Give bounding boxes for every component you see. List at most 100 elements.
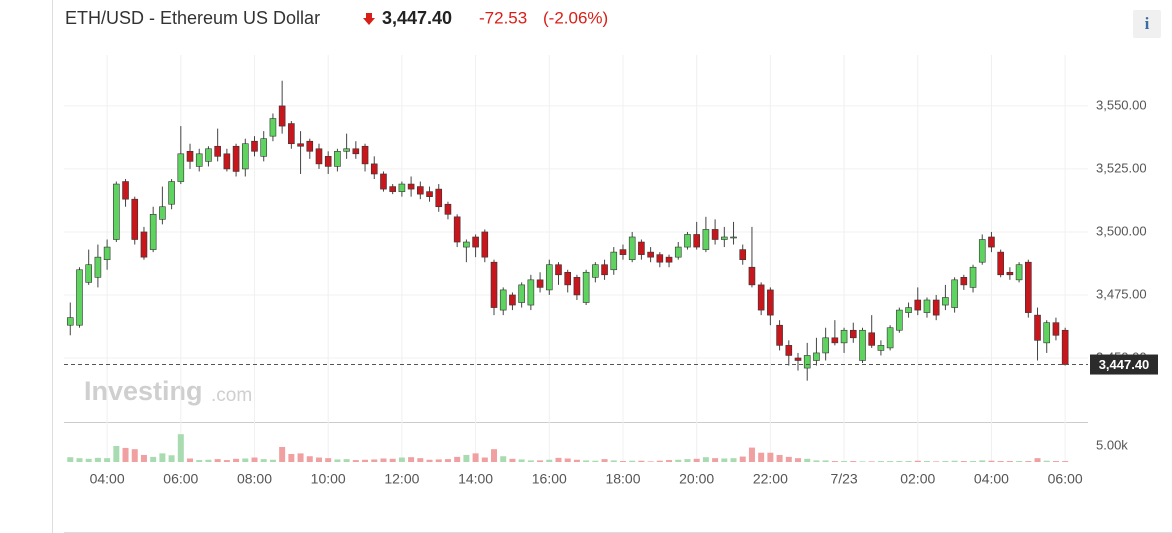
volume-bar: [887, 461, 894, 462]
volume-bar: [518, 459, 525, 462]
volume-bar: [905, 461, 912, 462]
candle-body: [159, 206, 166, 220]
candle-body: [1025, 261, 1032, 313]
candle-body: [214, 145, 221, 157]
candle-body: [960, 277, 968, 286]
volume-bar: [269, 459, 276, 462]
volume-bar: [1016, 461, 1023, 462]
candle-body: [1052, 322, 1060, 336]
candle-body: [721, 236, 728, 240]
candle-body: [306, 140, 314, 152]
candle-body: [619, 249, 627, 255]
volume-bar: [537, 460, 544, 462]
candle-body: [407, 183, 415, 190]
volume-bar: [177, 434, 184, 462]
candle-body: [122, 181, 129, 200]
volume-bar: [638, 460, 645, 462]
volume-bar: [306, 456, 313, 462]
candle-body: [665, 256, 673, 263]
volume-bar: [933, 461, 940, 462]
volume-bar: [942, 461, 949, 462]
volume-bar: [150, 456, 157, 462]
y-tick-label: 3,525.00: [1096, 160, 1147, 175]
candle-body: [582, 271, 590, 303]
candle-body: [518, 284, 525, 303]
candle-body: [536, 279, 544, 288]
y-tick-label: 3,475.00: [1096, 286, 1147, 301]
volume-bar: [159, 453, 166, 462]
candle-body: [527, 279, 535, 306]
candle-body: [656, 254, 664, 263]
volume-bar: [573, 459, 580, 462]
volume-bar: [1034, 458, 1041, 462]
candle-body: [877, 345, 885, 351]
volume-bar: [979, 460, 986, 462]
x-tick-label: 08:00: [237, 471, 272, 487]
candle-body: [426, 191, 433, 197]
volume-bar: [67, 457, 74, 462]
x-tick-label: 10:00: [311, 471, 346, 487]
volume-bar: [380, 458, 387, 462]
volume-bar: [629, 460, 636, 462]
x-tick-label: 06:00: [1048, 471, 1083, 487]
x-tick-label: 04:00: [974, 471, 1009, 487]
volume-bar: [389, 458, 396, 462]
watermark-suffix: .com: [211, 385, 252, 406]
candle-body: [638, 241, 645, 255]
x-tick-label: 06:00: [163, 471, 198, 487]
candle-body: [564, 271, 572, 286]
info-icon[interactable]: i: [1145, 14, 1150, 33]
volume-bar: [721, 458, 728, 462]
candle-body: [711, 229, 719, 240]
candle-body: [730, 236, 737, 239]
candle-body: [278, 105, 286, 127]
volume-bar: [914, 460, 921, 462]
candle-body: [269, 118, 277, 137]
candle-body: [545, 264, 553, 291]
candle-body: [241, 143, 249, 170]
volume-tick-label: 5.00k: [1096, 437, 1128, 452]
candle-body: [370, 163, 378, 175]
volume-bar: [767, 452, 774, 462]
volume-bar: [454, 456, 461, 462]
candle-body: [896, 309, 903, 331]
candle-body: [149, 214, 157, 250]
candle-body: [951, 279, 958, 308]
volume-bar: [288, 454, 295, 462]
volume-bar: [140, 454, 147, 462]
candle-body: [223, 153, 231, 170]
volume-bar: [233, 458, 240, 462]
candle-body: [813, 352, 820, 361]
volume-bar: [113, 446, 120, 462]
candle-body: [748, 266, 756, 286]
candle-body: [840, 329, 848, 344]
volume-bar: [960, 461, 967, 462]
x-tick-label: 18:00: [605, 471, 640, 487]
candle-body: [297, 143, 304, 147]
candle-body: [472, 236, 479, 248]
volume-bar: [610, 460, 617, 462]
candle-body: [177, 153, 185, 182]
candle-body: [232, 145, 240, 172]
volume-bar: [850, 461, 857, 462]
volume-bar: [822, 460, 829, 462]
x-tick-label: 14:00: [458, 471, 493, 487]
volume-bar: [877, 461, 884, 462]
volume-bar: [647, 461, 654, 462]
volume-bar: [463, 454, 470, 462]
candle-body: [923, 299, 931, 313]
volume-bar: [859, 461, 866, 462]
volume-bar: [601, 459, 608, 462]
volume-bar: [758, 452, 765, 462]
candle-body: [260, 138, 268, 157]
candle-body: [647, 251, 654, 258]
info-button[interactable]: [1133, 10, 1161, 38]
candle-body: [767, 289, 774, 316]
volume-bar: [343, 459, 350, 462]
volume-bar: [868, 461, 875, 462]
volume-bar: [988, 460, 995, 462]
volume-bar: [795, 458, 802, 462]
volume-bar: [435, 459, 442, 462]
candle-body: [453, 216, 461, 243]
